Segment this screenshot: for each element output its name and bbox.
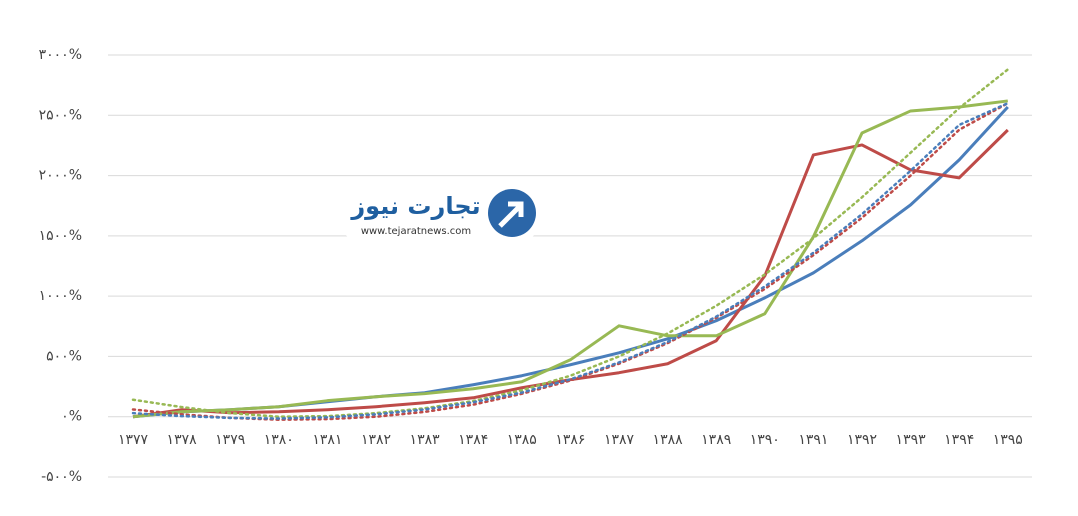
y-tick-label: ۱۰۰۰% [39, 288, 82, 304]
x-tick-label: ۱۳۹۵ [993, 432, 1023, 448]
x-tick-label: ۱۳۸۲ [361, 432, 391, 448]
x-tick-label: ۱۳۸۶ [555, 432, 585, 448]
logo: تجارت نیوز www.tejaratnews.com [336, 183, 544, 243]
data-line [132, 128, 1009, 419]
y-tick-label: ۲۰۰۰% [39, 168, 82, 184]
x-tick-label: ۱۳۷۸ [167, 432, 198, 448]
logo-arrow [498, 201, 524, 228]
x-tick-label: ۱۳۹۰ [750, 432, 780, 448]
x-tick-label: ۱۳۹۱ [798, 432, 828, 448]
logo-title: تجارت نیوز [350, 192, 480, 220]
y-tick-label: -۵۰۰% [41, 469, 82, 485]
y-tick-label: ۲۵۰۰% [39, 107, 82, 123]
x-tick-label: ۱۳۸۳ [410, 432, 441, 448]
x-tick-label: ۱۳۷۷ [118, 432, 149, 448]
x-tick-label: ۱۳۸۰ [264, 432, 294, 448]
trend-line [131, 101, 1010, 421]
y-tick-label: ۰% [61, 409, 82, 425]
x-tick-label: ۱۳۸۵ [507, 432, 537, 448]
logo-background [336, 183, 544, 243]
x-tick-label: ۱۳۹۳ [896, 432, 927, 448]
x-tick-label: ۱۳۷۹ [215, 432, 245, 448]
logo-url: www.tejaratnews.com [361, 226, 471, 237]
data-line [132, 99, 1008, 419]
x-tick-label: ۱۳۸۸ [653, 432, 684, 448]
y-tick-label: ۱۵۰۰% [39, 228, 82, 244]
x-tick-label: ۱۳۸۴ [458, 432, 488, 448]
x-tick-label: ۱۳۸۹ [701, 432, 731, 448]
trend-line [131, 101, 1010, 420]
y-tick-label: ۵۰۰% [46, 348, 82, 364]
y-tick-label: ۳۰۰۰% [39, 47, 82, 63]
x-tick-label: ۱۳۸۷ [604, 432, 635, 448]
x-tick-label: ۱۳۹۴ [944, 432, 974, 448]
x-tick-label: ۱۳۸۱ [312, 432, 342, 448]
trend-line [131, 68, 1010, 418]
x-tick-label: ۱۳۹۲ [847, 432, 877, 448]
